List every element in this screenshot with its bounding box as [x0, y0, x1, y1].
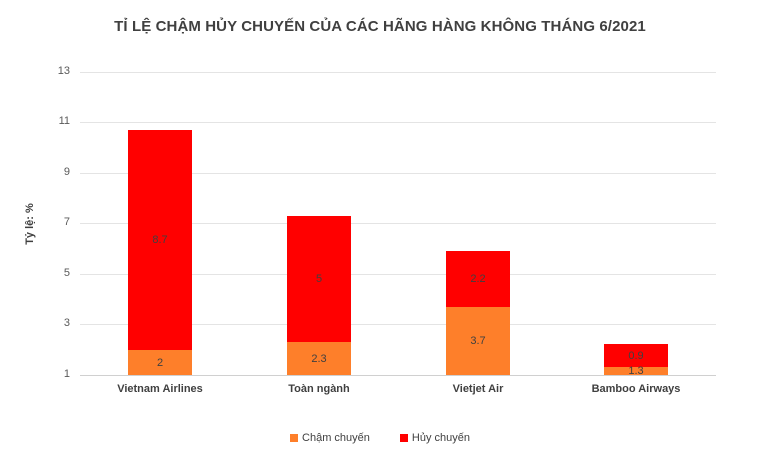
legend-item-delay[interactable]: Chậm chuyến: [290, 432, 370, 444]
bar-segment-delay: 3.7: [446, 307, 510, 375]
y-tick-7: 7: [63, 216, 70, 228]
gridline: [80, 223, 716, 224]
gridline: [80, 274, 716, 275]
gridline: [80, 122, 716, 123]
y-tick-1: 1: [63, 368, 70, 380]
bar-segment-delay: 2.3: [287, 342, 351, 375]
gridline: [80, 324, 716, 325]
y-tick-11: 11: [58, 115, 70, 127]
bar-segment-cancel: 5: [287, 216, 351, 342]
legend-swatch-orange-icon: [290, 434, 299, 442]
bar-segment-delay: 2: [128, 350, 192, 375]
bar-bamboo-airways: 0.9 1.3: [604, 344, 668, 377]
chart-title: TỈ LỆ CHẬM HỦY CHUYẾN CỦA CÁC HÃNG HÀNG …: [114, 18, 646, 35]
gridline: [80, 72, 716, 73]
legend-swatch-red-icon: [399, 434, 408, 442]
legend-label: Chậm chuyến: [302, 432, 370, 444]
bar-toan-nganh: 5 2.3: [287, 216, 351, 375]
x-tick-vietnam-airlines: Vietnam Airlines: [117, 383, 203, 395]
x-axis-line: [80, 375, 716, 376]
y-tick-3: 3: [63, 317, 70, 329]
x-tick-vietjet-air: Vietjet Air: [452, 383, 504, 395]
bar-segment-cancel: 2.2: [446, 251, 510, 307]
legend: Chậm chuyến Hủy chuyến: [0, 432, 760, 444]
bar-vietnam-airlines: 8.7 2: [128, 130, 192, 375]
bar-segment-delay: 1.3: [604, 366, 668, 377]
legend-item-cancel[interactable]: Hủy chuyến: [399, 432, 470, 444]
y-tick-9: 9: [63, 166, 70, 178]
bar-segment-cancel: 8.7: [128, 130, 192, 350]
legend-label: Hủy chuyến: [411, 432, 470, 444]
plot-area: [80, 72, 716, 376]
bar-segment-cancel: 0.9: [604, 344, 668, 367]
bar-vietjet-air: 2.2 3.7: [446, 251, 510, 375]
x-tick-bamboo-airways: Bamboo Airways: [591, 383, 681, 395]
y-tick-5: 5: [63, 267, 70, 279]
y-tick-13: 13: [57, 65, 70, 77]
gridline: [80, 173, 716, 174]
x-tick-toan-nganh: Toàn ngành: [288, 383, 350, 395]
